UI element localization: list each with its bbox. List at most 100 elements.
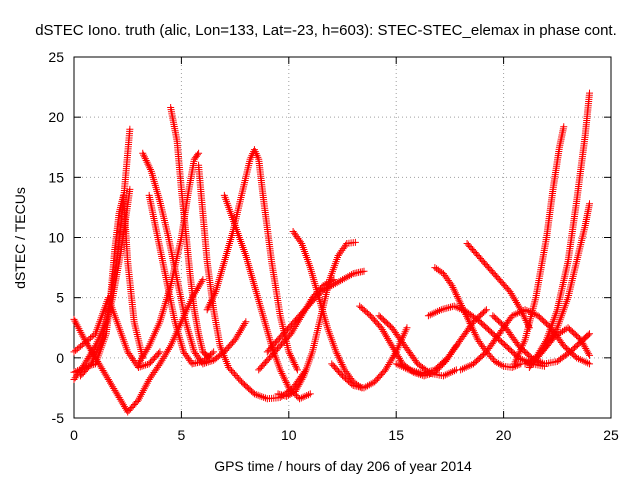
data-point	[303, 392, 311, 400]
data-point	[120, 403, 128, 411]
data-point	[277, 368, 285, 376]
data-point	[210, 348, 218, 356]
data-point	[232, 334, 240, 342]
data-point	[389, 353, 397, 361]
data-point	[139, 149, 147, 157]
data-point	[586, 200, 594, 208]
data-point	[282, 379, 290, 387]
data-point	[159, 354, 167, 362]
data-point	[466, 320, 474, 328]
data-point	[72, 367, 80, 375]
x-tick-label: 0	[70, 427, 78, 443]
data-point	[448, 282, 456, 290]
y-tick-label: -5	[52, 410, 65, 426]
data-point	[452, 291, 460, 299]
data-point	[205, 302, 213, 310]
y-tick-label: 5	[56, 290, 64, 306]
data-point	[485, 351, 493, 359]
data-point	[287, 330, 295, 338]
data-point	[97, 363, 105, 371]
data-point	[229, 368, 237, 376]
data-point	[340, 275, 348, 283]
data-point	[387, 340, 395, 348]
data-point	[389, 344, 397, 352]
data-point	[119, 401, 127, 409]
data-point	[207, 298, 215, 306]
y-tick-label: 0	[56, 350, 64, 366]
data-point	[233, 373, 241, 381]
data-point	[506, 288, 514, 296]
series-layer	[70, 89, 594, 416]
data-point	[586, 351, 594, 359]
data-point	[241, 320, 249, 328]
data-point	[510, 295, 518, 303]
x-tick-label: 20	[496, 427, 512, 443]
data-point	[162, 349, 170, 357]
data-point	[296, 238, 304, 246]
data-point	[104, 375, 112, 383]
data-point	[509, 293, 517, 301]
data-point	[339, 276, 346, 284]
data-point	[203, 306, 211, 314]
data-point	[378, 326, 386, 334]
data-point	[211, 289, 219, 297]
data-point	[347, 271, 355, 279]
data-point	[388, 355, 396, 363]
data-point	[87, 347, 95, 355]
data-point	[140, 351, 148, 359]
data-point	[108, 381, 116, 389]
data-point	[205, 354, 213, 362]
data-point	[293, 366, 301, 374]
data-point	[107, 379, 115, 387]
data-point	[520, 313, 528, 321]
data-point	[156, 348, 164, 356]
data-point	[116, 395, 124, 403]
data-point	[100, 368, 108, 376]
data-point	[324, 284, 332, 292]
data-point	[395, 354, 403, 362]
y-axis-label: dSTEC / TECUs	[12, 187, 28, 289]
data-point	[146, 164, 154, 172]
data-point	[348, 380, 356, 388]
data-point	[142, 156, 150, 164]
data-point	[239, 323, 247, 331]
data-point	[299, 374, 307, 382]
data-point	[390, 345, 398, 353]
data-point	[286, 350, 294, 358]
data-point	[391, 347, 399, 355]
data-point	[115, 394, 123, 402]
data-point	[230, 370, 238, 378]
x-tick-label: 25	[603, 427, 619, 443]
data-point	[454, 294, 462, 302]
series-arc-s	[375, 312, 460, 380]
data-point	[468, 323, 476, 331]
data-point	[333, 279, 341, 287]
data-point	[126, 125, 134, 133]
data-point	[380, 329, 388, 337]
data-point	[197, 279, 205, 287]
data-point	[393, 351, 401, 359]
data-point	[117, 397, 125, 405]
data-point	[228, 367, 236, 375]
chart-title: dSTEC Iono. truth (alic, Lon=133, Lat=-2…	[35, 22, 617, 39]
data-point	[143, 345, 151, 353]
data-point	[299, 393, 307, 401]
data-point	[586, 330, 594, 338]
data-point	[196, 281, 204, 289]
data-point	[481, 307, 489, 315]
data-point	[111, 386, 119, 394]
data-point	[141, 349, 149, 357]
data-point	[96, 361, 104, 369]
data-point	[195, 149, 203, 157]
data-point	[365, 381, 373, 389]
data-point	[103, 374, 111, 382]
data-point	[330, 281, 338, 289]
data-point	[521, 360, 529, 368]
data-point	[280, 373, 288, 381]
data-point	[82, 358, 90, 366]
data-point	[585, 350, 593, 358]
data-point	[143, 158, 151, 166]
data-point	[464, 314, 472, 322]
data-point	[451, 287, 459, 295]
data-point	[396, 356, 404, 364]
